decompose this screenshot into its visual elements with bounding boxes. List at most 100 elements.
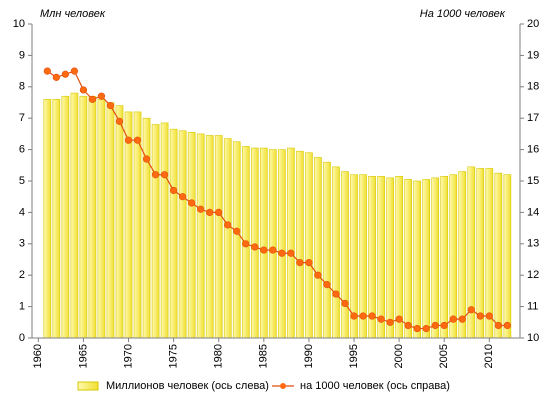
marker	[413, 324, 421, 333]
bar	[205, 135, 214, 339]
y2-tick-label: 13	[527, 238, 539, 250]
y2-tick-label: 19	[527, 49, 539, 61]
bar	[151, 124, 160, 339]
legend-swatch	[77, 381, 99, 391]
legend-swatch	[280, 383, 286, 389]
y-tick-label: 6	[19, 144, 25, 156]
y-tick-label: 1	[19, 301, 25, 313]
bar	[106, 102, 115, 339]
y-tick-label: 0	[19, 332, 25, 344]
bar	[43, 99, 52, 339]
bar	[323, 161, 331, 339]
y-tick-label: 4	[19, 206, 25, 218]
marker	[323, 281, 331, 289]
y-tick-label: 3	[19, 238, 25, 250]
bar	[260, 147, 268, 339]
bar	[503, 174, 512, 339]
y2-tick-label: 17	[527, 112, 539, 124]
bar	[178, 130, 187, 339]
marker	[124, 136, 133, 144]
x-tick-label: 1960	[32, 344, 44, 368]
marker	[350, 312, 358, 320]
y-tick-label: 2	[19, 269, 25, 281]
bar	[341, 171, 349, 339]
marker	[368, 312, 376, 320]
marker	[61, 70, 69, 78]
bar	[413, 180, 421, 339]
bar	[431, 177, 440, 339]
marker	[485, 312, 493, 320]
bar	[395, 175, 403, 339]
marker	[97, 92, 106, 100]
x-tick-label: 2000	[393, 344, 405, 368]
marker	[43, 67, 51, 75]
y2-tick-label: 18	[527, 81, 539, 93]
marker	[233, 227, 241, 235]
bar	[458, 171, 467, 339]
marker	[170, 186, 178, 195]
marker	[476, 312, 484, 320]
y2-tick-label: 15	[527, 175, 539, 187]
marker	[458, 315, 466, 323]
bar	[296, 150, 304, 339]
marker	[494, 321, 502, 330]
bar	[214, 135, 223, 339]
y-tick-label: 5	[19, 175, 25, 187]
marker	[215, 208, 223, 216]
marker	[188, 199, 196, 207]
x-tick-label: 1965	[77, 344, 89, 368]
y2-tick-label: 14	[527, 206, 539, 218]
bar	[440, 175, 449, 339]
y2-tick-label: 12	[527, 269, 539, 281]
x-tick-label: 1990	[303, 344, 315, 368]
x-tick-label: 1970	[122, 344, 134, 368]
y2-axis-title: На 1000 человек	[420, 8, 506, 20]
bar	[287, 147, 295, 339]
marker	[197, 205, 205, 213]
line	[46, 70, 508, 330]
marker	[440, 321, 448, 330]
bar	[332, 166, 340, 339]
marker	[79, 86, 88, 94]
y2-tick-label: 16	[527, 144, 539, 156]
marker	[449, 315, 457, 323]
marker	[359, 312, 367, 320]
bar	[187, 132, 196, 339]
marker	[179, 193, 187, 201]
y2-tick-label: 20	[527, 18, 539, 30]
bar	[70, 92, 79, 339]
bar	[404, 179, 412, 339]
bar	[449, 174, 458, 339]
bar	[278, 149, 286, 339]
bar	[124, 111, 133, 339]
bar	[232, 141, 241, 339]
bar	[61, 95, 70, 339]
bar	[52, 99, 61, 339]
x-tick-label: 1995	[348, 344, 360, 368]
marker	[377, 315, 385, 323]
y-tick-label: 8	[19, 81, 25, 93]
bar	[223, 138, 232, 339]
bar	[314, 157, 322, 339]
marker	[160, 171, 169, 179]
marker	[278, 249, 286, 257]
x-tick-label: 2010	[483, 344, 495, 368]
bar	[88, 95, 97, 339]
marker	[386, 318, 394, 326]
bar	[386, 177, 394, 339]
marker	[305, 259, 313, 267]
marker	[260, 246, 268, 254]
bar	[169, 128, 178, 339]
marker	[296, 259, 304, 267]
y-tick-label: 7	[19, 112, 25, 124]
marker	[115, 117, 124, 125]
marker	[106, 102, 115, 110]
marker	[70, 67, 78, 75]
bar	[422, 179, 431, 339]
marker	[269, 246, 277, 254]
x-tick-label: 1985	[258, 344, 270, 368]
bar	[115, 105, 124, 339]
legend-label: на 1000 человек (ось справа)	[300, 380, 450, 392]
marker	[151, 171, 160, 179]
